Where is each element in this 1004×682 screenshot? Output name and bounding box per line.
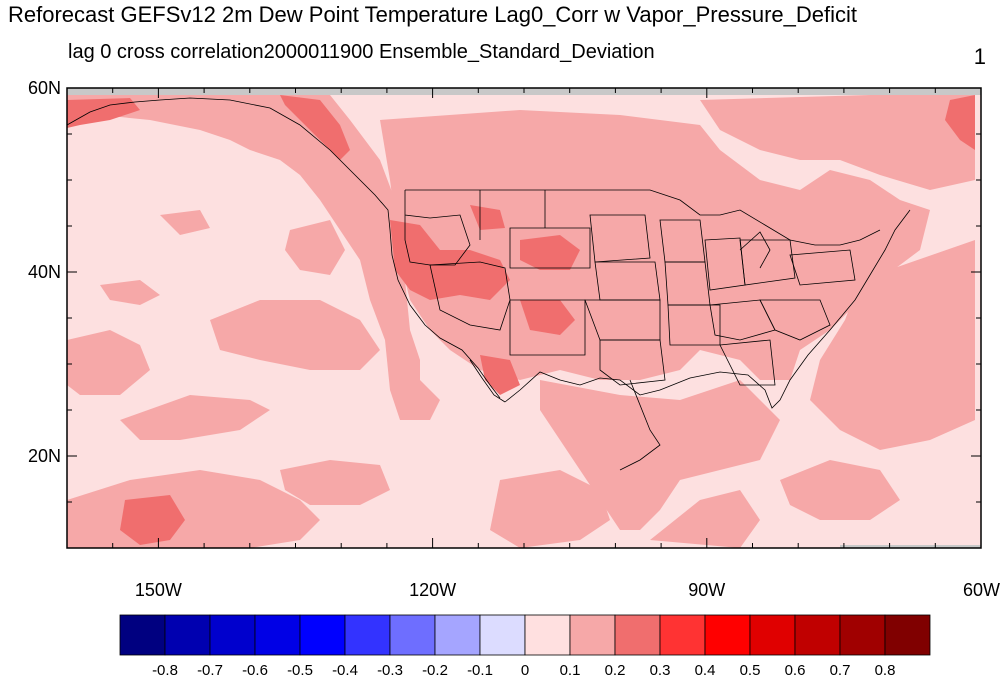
colorbar-swatch xyxy=(794,614,841,656)
colorbar-label: -0.4 xyxy=(332,662,358,679)
axis-ticks xyxy=(66,87,982,549)
colorbar-swatch xyxy=(344,614,391,656)
lon-tick-label: 60W xyxy=(963,580,1000,600)
colorbar-swatch xyxy=(164,614,211,656)
field-level-0-1 xyxy=(67,95,975,548)
colorbar-swatch xyxy=(524,614,571,656)
axis-labels: 60N 40N 20N 150W 120W 90W 60W xyxy=(28,78,1000,600)
colorbar-swatch xyxy=(434,614,481,656)
colorbar-swatch xyxy=(749,614,796,656)
colorbar-label: 0.3 xyxy=(650,662,671,679)
colorbar-label: -0.3 xyxy=(377,662,403,679)
colorbar-swatch xyxy=(659,614,706,656)
lon-tick-label: 90W xyxy=(688,580,725,600)
colorbar-label: -0.1 xyxy=(467,662,493,679)
colorbar-label: -0.6 xyxy=(242,662,268,679)
colorbar-swatch xyxy=(119,614,166,656)
correlation-field xyxy=(67,88,981,548)
colorbar-label: 0.7 xyxy=(830,662,851,679)
colorbar-label: 0.2 xyxy=(605,662,626,679)
colorbar-swatch xyxy=(389,614,436,656)
colorbar-swatch xyxy=(569,614,616,656)
colorbar-label: 0.1 xyxy=(560,662,581,679)
colorbar-label: -0.7 xyxy=(197,662,223,679)
colorbar-label: 0.4 xyxy=(695,662,716,679)
colorbar-label: -0.5 xyxy=(287,662,313,679)
colorbar-label: 0.8 xyxy=(875,662,896,679)
colorbar-swatch xyxy=(299,614,346,656)
plot-title: Reforecast GEFSv12 2m Dew Point Temperat… xyxy=(8,2,858,27)
lon-tick-label: 150W xyxy=(135,580,182,600)
colorbar-swatch xyxy=(209,614,256,656)
lat-tick-label: 60N xyxy=(28,78,61,98)
colorbar-swatch xyxy=(254,614,301,656)
colorbar-swatch xyxy=(614,614,661,656)
colorbar-label: -0.2 xyxy=(422,662,448,679)
lat-tick-label: 20N xyxy=(28,446,61,466)
colorbar-swatch xyxy=(479,614,526,656)
colorbar-swatch xyxy=(884,614,931,656)
lon-tick-label: 120W xyxy=(409,580,456,600)
colorbar-label: -0.8 xyxy=(152,662,178,679)
field-level-0-2 xyxy=(67,95,975,545)
colorbar-swatch xyxy=(704,614,751,656)
colorbar-label: 0.6 xyxy=(785,662,806,679)
colorbar-swatch xyxy=(839,614,886,656)
colorbar-label: 0.5 xyxy=(740,662,761,679)
colorbar-label: 0 xyxy=(521,662,529,679)
plot-subtitle: lag 0 cross correlation2000011900 Ensemb… xyxy=(68,41,655,63)
plot-panel-number: 1 xyxy=(973,44,986,69)
lat-tick-label: 40N xyxy=(28,262,61,282)
coastlines xyxy=(67,97,911,471)
colorbar: -0.8 -0.7 -0.6 -0.5 -0.4 -0.3 -0.2 -0.1 0 0.1 0.2 0… xyxy=(119,614,931,679)
